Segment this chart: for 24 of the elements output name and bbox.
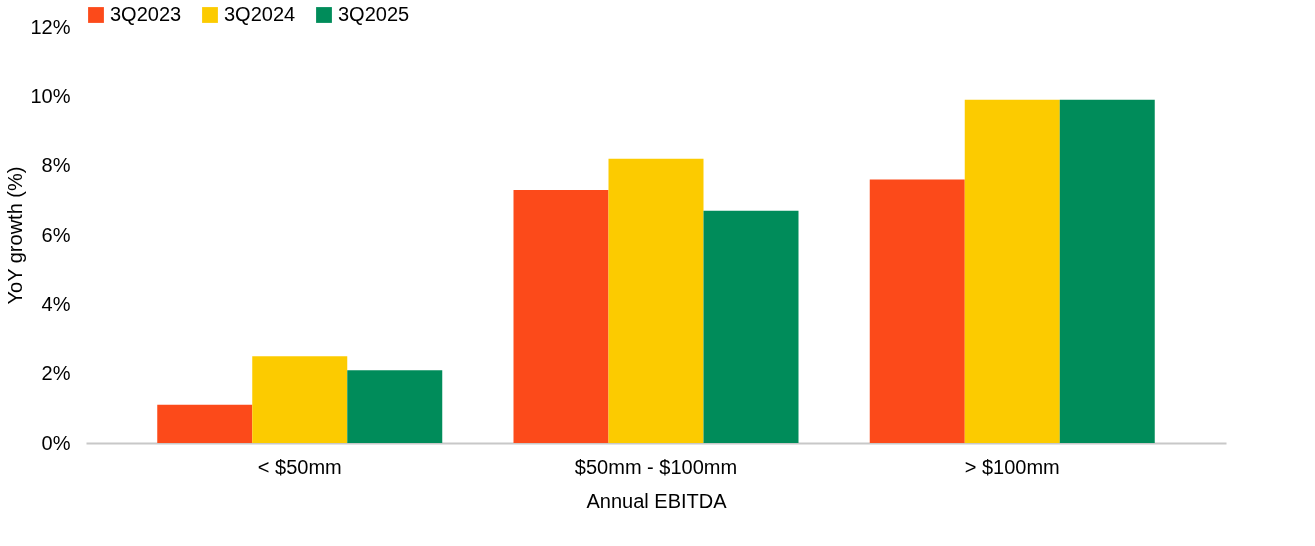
x-axis-title: Annual EBITDA [586, 489, 728, 512]
y-tick-label: 4% [41, 292, 71, 315]
y-axis-title: YoY growth (%) [4, 166, 27, 305]
y-tick-label: 12% [30, 15, 71, 38]
x-tick-label: $50mm - $100mm [574, 455, 738, 478]
bar [608, 158, 704, 443]
bar [703, 210, 799, 443]
x-tick-label: < $50mm [257, 455, 342, 478]
x-tick-label: > $100mm [964, 455, 1060, 478]
bar [513, 189, 609, 443]
bar [1059, 99, 1155, 443]
y-tick-label: 2% [41, 362, 71, 385]
legend-label: 3Q2023 [110, 3, 182, 25]
y-tick-label: 0% [41, 431, 71, 454]
bar [964, 99, 1060, 443]
y-tick-label: 8% [41, 154, 71, 177]
bar [157, 404, 253, 443]
y-tick-label: 10% [30, 84, 71, 107]
legend-label: 3Q2025 [338, 3, 410, 25]
y-tick-label: 6% [41, 223, 71, 246]
bar [252, 356, 348, 443]
bar [869, 179, 965, 443]
legend-label: 3Q2024 [224, 3, 296, 25]
bar [347, 370, 443, 443]
